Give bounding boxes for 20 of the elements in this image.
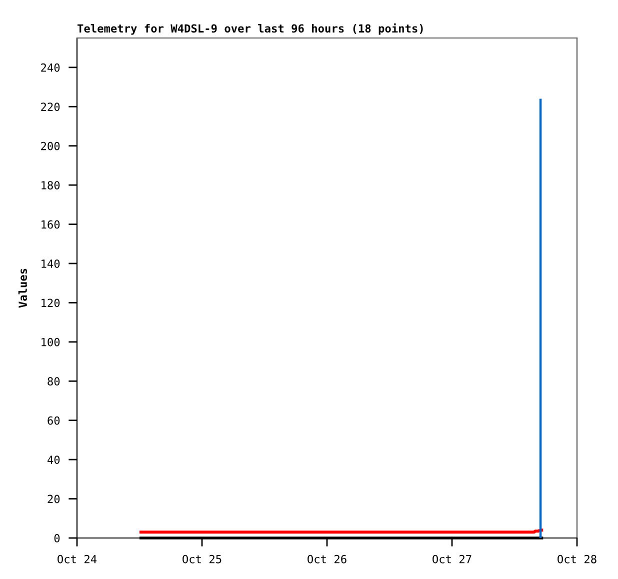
y-tick-label: 60 (48, 416, 60, 425)
y-tick-label: 0 (54, 534, 60, 542)
x-tick-label: Oct 28 (558, 554, 596, 564)
x-tick-label: Oct 26 (308, 554, 346, 564)
x-tick-label: Oct 24 (58, 554, 97, 564)
chart-title: Telemetry for W4DSL-9 over last 96 hours (18 points) (77, 23, 423, 35)
y-tick-label: 200 (41, 142, 60, 150)
y-tick-label: 100 (42, 338, 60, 346)
y-tick-label: 240 (41, 63, 60, 72)
y-axis-title: Values (18, 268, 27, 308)
y-tick-label: 80 (48, 377, 60, 386)
y-tick-label: 40 (48, 456, 60, 464)
y-tick-label: 220 (41, 102, 60, 112)
y-tick-label: 140 (42, 259, 60, 268)
y-tick-label: 180 (42, 181, 60, 190)
x-tick-label: Oct 25 (182, 554, 222, 564)
y-tick-label: 20 (48, 494, 60, 504)
y-tick-label: 120 (42, 298, 60, 308)
y-tick-label: 160 (42, 220, 60, 229)
x-tick-label: Oct 27 (432, 554, 472, 564)
